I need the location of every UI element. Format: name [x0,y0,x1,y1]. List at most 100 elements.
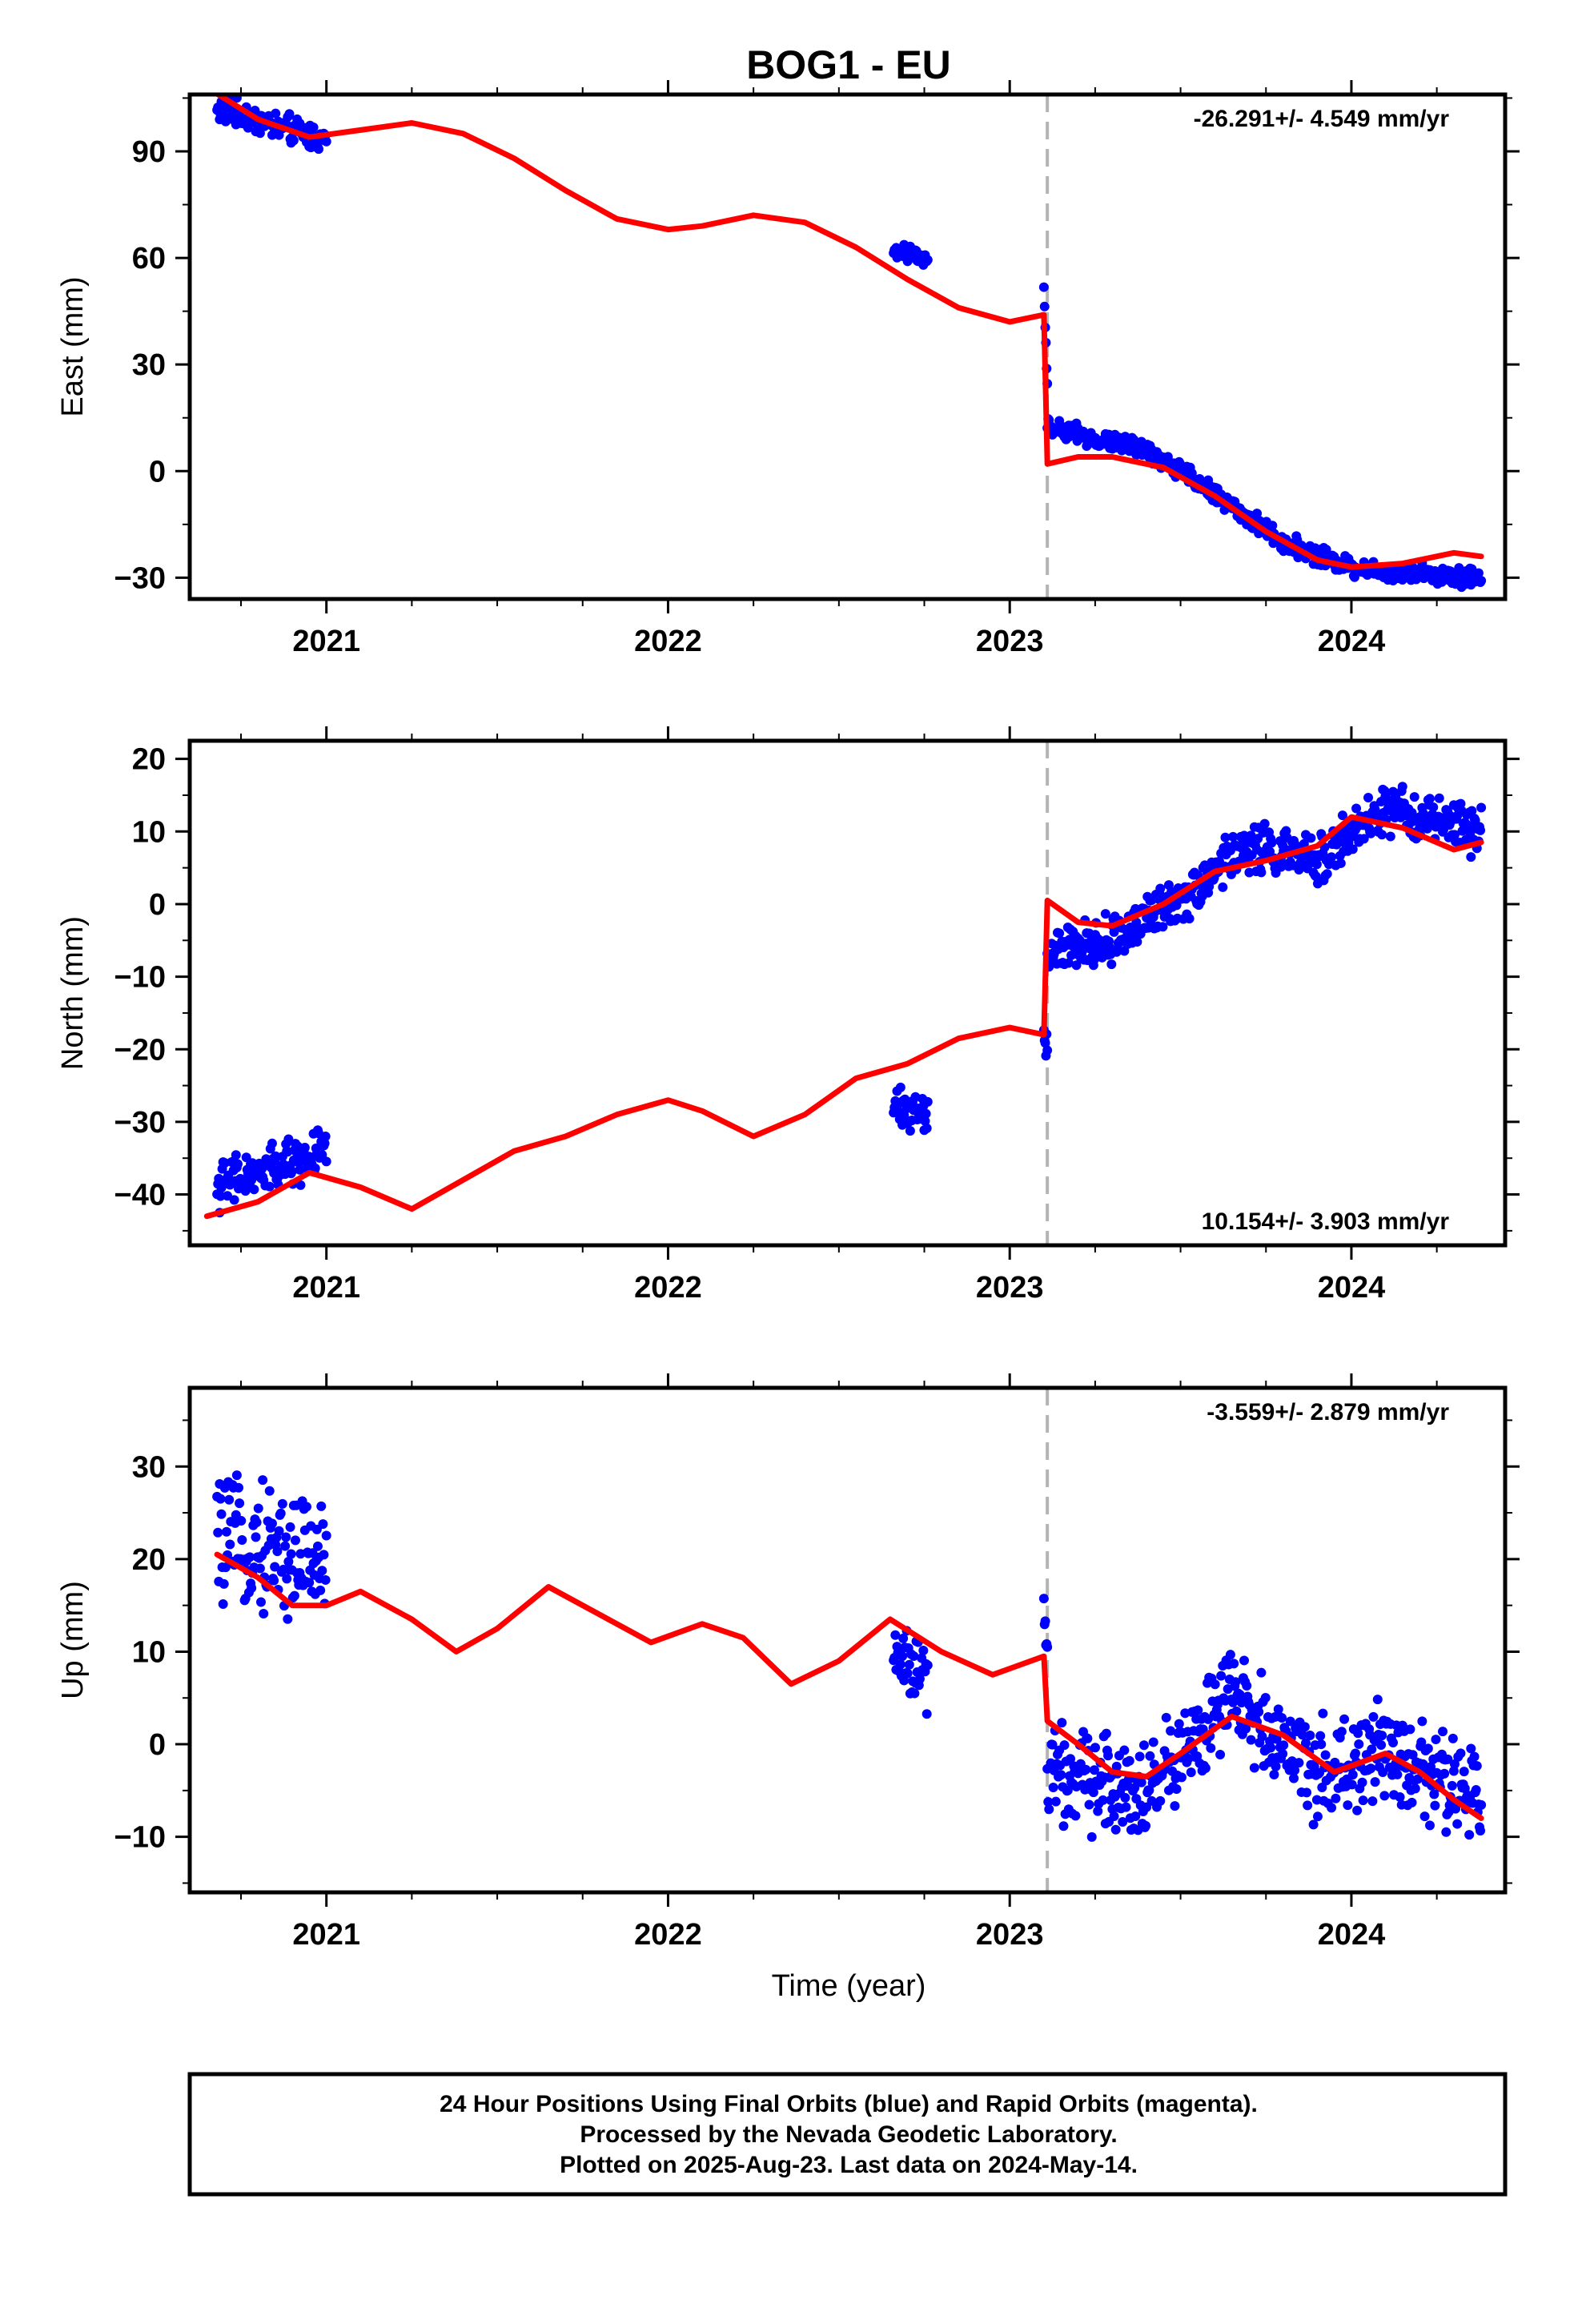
up-x-tick-label: 2021 [292,1918,360,1952]
up-data-point-64 [267,1518,277,1529]
up-data-point-619 [1423,1743,1433,1754]
up-model-curve [214,1551,1484,1821]
up-data-point-1 [213,1527,223,1538]
up-data-point-243 [1101,1728,1111,1739]
up-y-axis-label: Up (mm) [56,1581,90,1699]
up-data-point-676 [1472,1761,1482,1771]
east-model-curve [212,94,1484,570]
north-data-point-97 [295,1180,306,1190]
up-data-point-121 [316,1501,327,1511]
up-data-point-277 [1130,1811,1141,1822]
up-data-point-120 [315,1585,326,1595]
up-data-point-475 [1299,1722,1310,1732]
up-data-point-328 [1174,1719,1184,1729]
up-data-point-542 [1357,1777,1367,1787]
up-data-point-190 [1056,1770,1066,1780]
up-data-point-518 [1336,1727,1347,1737]
up-data-point-76 [277,1498,287,1509]
east-x-tick-label: 2022 [634,625,702,658]
up-data-point-48 [253,1503,263,1514]
up-data-point-448 [1277,1713,1287,1723]
up-data-point-10 [220,1562,231,1573]
east-x-tick-label: 2024 [1318,625,1386,658]
north-data-point-208 [1071,960,1082,971]
up-x-tick-label: 2023 [976,1918,1044,1952]
up-data-point-636 [1438,1727,1448,1737]
footer-line-3: Plotted on 2025-Aug-23. Last data on 202… [560,2152,1138,2178]
up-data-point-669 [1466,1743,1476,1754]
up-data-point-80 [281,1532,291,1542]
up-data-point-198 [1062,1785,1073,1795]
north-x-tick-label: 2024 [1318,1271,1386,1305]
up-data-point-162 [918,1646,929,1656]
east-plot-frame [187,92,1508,601]
up-data-point-29 [237,1535,247,1546]
up-data-point-252 [1109,1811,1119,1821]
up-data-point-681 [1476,1799,1487,1810]
up-data-point-50 [255,1563,265,1574]
north-x-tick-label: 2021 [292,1271,360,1305]
up-data-point-72 [274,1526,284,1536]
up-data-point-219 [1081,1764,1091,1775]
up-data-point-262 [1118,1817,1128,1827]
up-data-point-313 [1161,1712,1171,1723]
north-data-point-600 [1407,807,1417,818]
up-data-point-615 [1419,1811,1430,1822]
up-data-point-650 [1449,1759,1460,1769]
north-data-point-618 [1422,823,1432,834]
north-data-point-127 [321,1156,331,1167]
north-x-tick-label: 2023 [976,1271,1044,1305]
up-data-point-342 [1186,1767,1196,1778]
up-data-point-151 [909,1651,919,1661]
up-data-point-289 [1141,1820,1151,1831]
north-data-point-681 [1476,802,1487,813]
up-data-point-282 [1134,1751,1145,1762]
north-data-point-4 [215,1191,226,1201]
up-data-point-511 [1331,1793,1341,1803]
up-data-point-555 [1368,1711,1379,1722]
north-model-curve [203,814,1484,1220]
up-y-tick-label: 0 [149,1728,166,1762]
up-data-point-152 [909,1688,920,1699]
up-data-point-477 [1302,1787,1312,1798]
up-data-point-276 [1130,1783,1140,1793]
up-data-point-107 [304,1578,315,1588]
up-data-point-138 [897,1651,908,1662]
east-data-point-68 [271,108,281,119]
north-data-point-621 [1424,794,1435,804]
up-data-point-376 [1215,1749,1226,1759]
north-data-point-102 [299,1143,310,1153]
up-data-point-191 [1057,1718,1067,1728]
up-data-point-392 [1229,1659,1239,1669]
footer-line-1: 24 Hour Positions Using Final Orbits (bl… [440,2091,1258,2117]
up-data-point-675 [1471,1785,1481,1795]
up-data-point-85 [285,1522,295,1532]
up-data-point-435 [1266,1743,1276,1753]
north-data-point-340 [1184,914,1195,924]
up-data-point-394 [1231,1677,1241,1687]
up-data-point-323 [1170,1801,1180,1811]
east-y-tick-label: 30 [132,348,166,382]
east-plot-area [212,94,1487,599]
up-data-point-626 [1429,1789,1439,1799]
east-data-point-23 [231,94,242,103]
up-data-point-648 [1447,1733,1458,1743]
up-data-point-424 [1256,1667,1267,1678]
east-data-point-89 [288,135,299,146]
up-data-point-207 [1070,1811,1081,1821]
up-data-point-565 [1377,1731,1387,1741]
up-data-point-412 [1246,1735,1256,1745]
up-panel: 2021 2022 2023 2024 −10 0 10 20 30 Up (mm) -3.559+… [56,1373,1520,1952]
up-data-point-255 [1111,1761,1122,1771]
north-data-point-188 [1054,928,1065,939]
up-data-point-449 [1278,1749,1288,1759]
north-data-point-535 [1351,803,1362,814]
north-y-tick-label: 10 [132,815,166,849]
up-data-point-144 [902,1668,913,1679]
up-data-point-377 [1216,1671,1227,1681]
north-data-point-517 [1335,858,1346,868]
up-data-point-228 [1088,1787,1098,1798]
up-data-point-478 [1303,1800,1313,1811]
up-data-point-46 [251,1518,262,1528]
up-data-point-499 [1320,1750,1331,1760]
